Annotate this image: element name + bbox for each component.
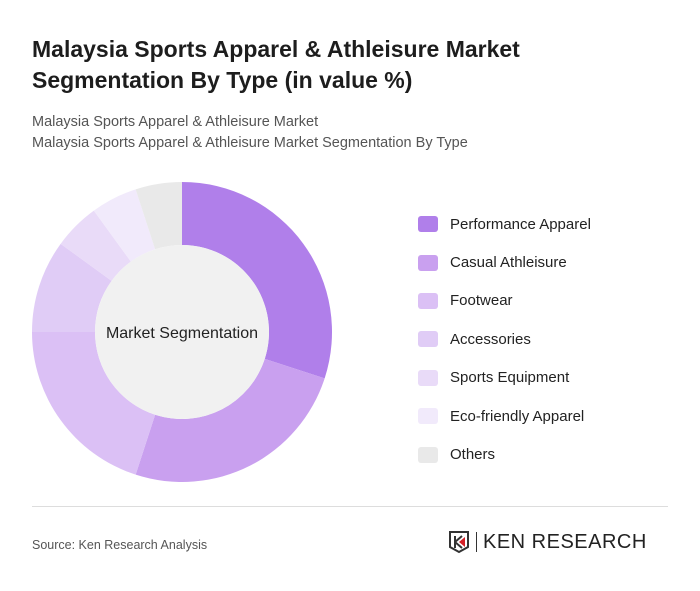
donut-slice-casual-athleisure	[135, 358, 325, 483]
donut-hole	[95, 245, 269, 419]
legend-swatch	[418, 292, 438, 309]
legend-label: Eco-friendly Apparel	[450, 407, 585, 425]
legend-swatch	[418, 216, 438, 233]
center-label: Market Segmentation	[106, 325, 258, 342]
donut-slice-performance-apparel	[182, 182, 332, 379]
legend-swatch	[418, 369, 438, 386]
legend-label: Casual Athleisure	[450, 254, 567, 272]
legend-swatch	[418, 446, 438, 463]
legend-item: Others	[418, 435, 591, 473]
subtitle-market: Malaysia Sports Apparel & Athleisure Mar…	[32, 114, 319, 130]
legend-label: Footwear	[450, 292, 513, 310]
subtitle-segmentation: Malaysia Sports Apparel & Athleisure Mar…	[32, 135, 468, 151]
donut-slice-eco-friendly-apparel	[93, 189, 156, 262]
legend-label: Others	[450, 446, 496, 464]
ken-logo-icon	[449, 531, 469, 554]
source-note: Source: Ken Research Analysis	[32, 538, 208, 552]
legend-swatch	[418, 408, 438, 425]
ken-research-logo: KEN RESEARCH	[448, 530, 647, 554]
legend-item: Accessories	[418, 320, 591, 358]
legend-label: Accessories	[450, 330, 531, 348]
legend-swatch	[418, 254, 438, 271]
donut-slice-footwear	[32, 332, 156, 475]
legend-item: Footwear	[418, 282, 591, 320]
legend-item: Performance Apparel	[418, 205, 591, 243]
legend-item: Eco-friendly Apparel	[418, 397, 591, 435]
chart-title: Malaysia Sports Apparel & Athleisure Mar…	[32, 36, 520, 93]
divider	[32, 506, 668, 507]
legend-item: Casual Athleisure	[418, 243, 591, 281]
legend-swatch	[418, 331, 438, 348]
legend: Performance Apparel Casual Athleisure Foot…	[418, 205, 591, 474]
donut-chart: Market Segmentation	[32, 182, 332, 483]
legend-item: Sports Equipment	[418, 359, 591, 397]
donut-slice-accessories	[32, 243, 112, 332]
legend-label: Performance Apparel	[450, 215, 591, 233]
logo-text: KEN RESEARCH	[476, 532, 647, 552]
donut-slice-sports-equipment	[60, 210, 131, 281]
donut-slice-others	[135, 182, 182, 250]
legend-label: Sports Equipment	[450, 369, 570, 387]
